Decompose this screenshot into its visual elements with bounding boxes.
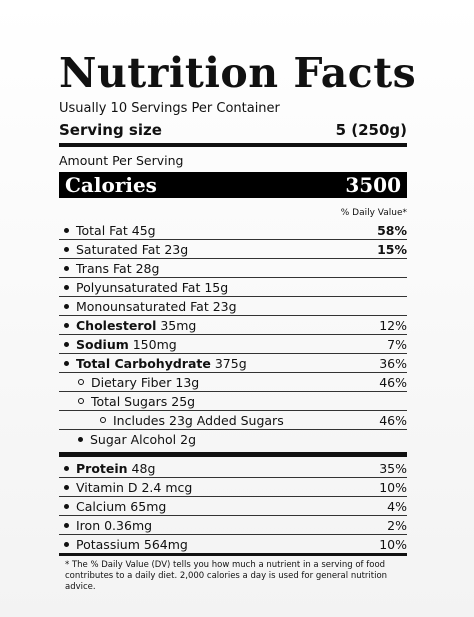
nutrient-row-calcium: Calcium 65mg 4% [59, 497, 407, 516]
serving-size-label: Serving size [59, 121, 162, 139]
bullet-icon [64, 246, 69, 252]
nutrient-row-sodium: Sodium 150mg 7% [59, 335, 407, 354]
nutrient-name: Total Sugars [91, 393, 168, 409]
nutrient-amount: 48g [131, 460, 156, 476]
nutrient-amount: 25g [171, 393, 196, 409]
bullet-icon [64, 503, 69, 509]
nutrient-name: Calcium [76, 498, 127, 514]
bullet-icon [64, 341, 69, 347]
nutrient-name: Total Fat [76, 222, 128, 238]
nutrient-dv: 46% [379, 412, 407, 428]
nutrient-amount: 35mg [160, 317, 197, 333]
calories-value: 3500 [345, 173, 401, 197]
bullet-icon [64, 522, 69, 528]
nutrient-name: Dietary Fiber [91, 374, 172, 390]
nutrient-row-total-carbohydrate: Total Carbohydrate 375g 36% [59, 354, 407, 373]
nutrient-amount: 2.4 mcg [141, 479, 193, 495]
bullet-icon [64, 484, 69, 490]
nutrient-amount: 23g [164, 241, 189, 257]
nutrient-row-total-fat: Total Fat 45g 58% [59, 221, 407, 240]
nutrient-row-iron: Iron 0.36mg 2% [59, 516, 407, 535]
nutrient-name: Polyunsaturated Fat [76, 279, 201, 295]
calories-label: Calories [65, 173, 157, 197]
nutrient-row-sugar-alcohol: Sugar Alcohol 2g [59, 430, 407, 448]
nutrient-dv: 58% [377, 222, 407, 238]
nutrient-dv: 4% [387, 498, 407, 514]
nutrient-dv: 12% [379, 317, 407, 333]
nutrient-row-saturated-fat: Saturated Fat 23g 15% [59, 240, 407, 259]
nutrient-name: Vitamin D [76, 479, 138, 495]
page-title: Nutrition Facts [59, 49, 417, 97]
nutrient-row-vitamin-d: Vitamin D 2.4 mcg 10% [59, 478, 407, 497]
bullet-icon [64, 322, 69, 328]
nutrient-amount: 375g [214, 355, 247, 371]
nutrient-name: Iron [76, 517, 101, 533]
nutrient-name: Cholesterol [76, 317, 157, 333]
bullet-icon [64, 265, 69, 271]
nutrient-name: Protein [76, 460, 128, 476]
nutrient-amount: 13g [175, 374, 200, 390]
nutrient-row-trans-fat: Trans Fat 28g [59, 259, 407, 278]
serving-size-row: Serving size 5 (250g) [59, 119, 407, 141]
nutrient-dv: 15% [377, 241, 407, 257]
nutrient-amount: 150mg [132, 336, 177, 352]
bullet-icon [78, 436, 83, 442]
nutrient-dv: 10% [379, 536, 407, 552]
amount-per-serving: Amount Per Serving [59, 153, 184, 168]
nutrient-amount: 564mg [143, 536, 188, 552]
nutrient-row-potassium: Potassium 564mg 10% [59, 535, 407, 553]
bullet-icon [64, 465, 69, 471]
nutrient-name: Monounsaturated Fat [76, 298, 209, 314]
bullet-icon [64, 303, 69, 309]
ring-bullet-icon [78, 398, 84, 404]
bullet-icon [64, 360, 69, 366]
nutrient-row-polyunsaturated-fat: Polyunsaturated Fat 15g [59, 278, 407, 297]
servings-per-container: Usually 10 Servings Per Container [59, 101, 280, 116]
divider-thick [59, 452, 407, 457]
nutrient-dv: 10% [379, 479, 407, 495]
nutrient-list: Total Fat 45g 58% Saturated Fat 23g 15% … [59, 221, 407, 448]
nutrient-dv: 36% [379, 355, 407, 371]
bullet-icon [64, 541, 69, 547]
nutrient-amount: 65mg [130, 498, 167, 514]
vitamin-list: Protein 48g 35% Vitamin D 2.4 mcg 10% Ca… [59, 459, 407, 553]
daily-value-header: % Daily Value* [340, 208, 407, 218]
nutrition-facts-label: Nutrition Facts Usually 10 Servings Per … [59, 49, 417, 593]
footnote: * The % Daily Value (DV) tells you how m… [65, 560, 388, 592]
divider-thick [59, 553, 407, 556]
nutrient-row-added-sugars: Includes 23g Added Sugars 46% [59, 411, 407, 430]
nutrient-row-total-sugars: Total Sugars 25g [59, 392, 407, 411]
nutrient-name: Includes 23g Added Sugars [113, 412, 284, 428]
divider-thick [59, 143, 407, 147]
nutrient-amount: 28g [135, 260, 160, 276]
nutrient-amount: 0.36mg [104, 517, 153, 533]
nutrient-name: Potassium [76, 536, 140, 552]
nutrient-amount: 45g [131, 222, 156, 238]
nutrient-dv: 2% [387, 517, 407, 533]
nutrient-amount: 15g [204, 279, 229, 295]
nutrient-name: Saturated Fat [76, 241, 161, 257]
serving-size-value: 5 (250g) [335, 121, 407, 139]
nutrient-dv: 46% [379, 374, 407, 390]
nutrient-dv: 35% [379, 460, 407, 476]
nutrient-row-monounsaturated-fat: Monounsaturated Fat 23g [59, 297, 407, 316]
calories-bar: Calories 3500 [59, 172, 407, 198]
nutrient-name: Total Carbohydrate [76, 355, 211, 371]
nutrient-name: Sugar Alcohol [90, 431, 177, 447]
nutrient-amount: 2g [180, 431, 197, 447]
nutrient-name: Sodium [76, 336, 129, 352]
nutrient-amount: 23g [212, 298, 237, 314]
ring-bullet-icon [100, 417, 106, 423]
nutrient-name: Trans Fat [76, 260, 132, 276]
bullet-icon [64, 227, 69, 233]
nutrient-row-protein: Protein 48g 35% [59, 459, 407, 478]
nutrient-row-cholesterol: Cholesterol 35mg 12% [59, 316, 407, 335]
nutrient-dv: 7% [387, 336, 407, 352]
nutrient-row-dietary-fiber: Dietary Fiber 13g 46% [59, 373, 407, 392]
bullet-icon [64, 284, 69, 290]
ring-bullet-icon [78, 379, 84, 385]
